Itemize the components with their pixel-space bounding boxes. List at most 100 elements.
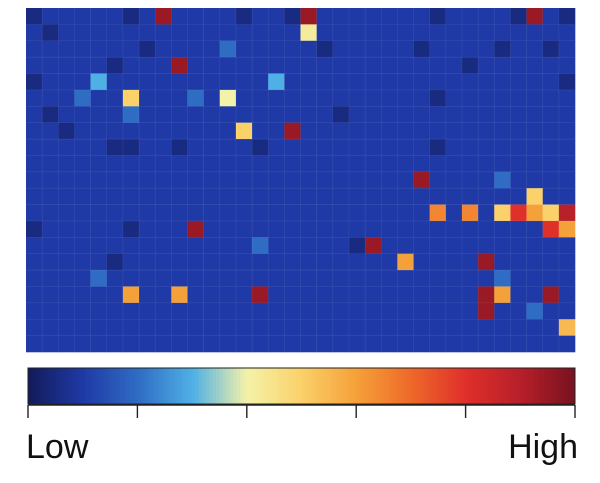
colorbar-segment (523, 368, 528, 404)
heatmap-cell (381, 220, 398, 238)
heatmap-cell (365, 253, 382, 271)
heatmap-cell (494, 139, 511, 156)
heatmap-cell (413, 188, 430, 205)
heatmap-cell (235, 220, 253, 238)
heatmap-cell (300, 122, 317, 140)
heatmap-cell (74, 139, 91, 156)
heatmap-cell (187, 8, 204, 25)
heatmap-cell (445, 139, 463, 156)
colorbar-segment (304, 368, 309, 404)
heatmap-cell (252, 40, 269, 58)
heatmap-cell (348, 57, 366, 74)
heatmap-cell (235, 270, 253, 287)
heatmap-cell (58, 188, 75, 205)
heatmap-cell (74, 253, 91, 271)
heatmap-cell (397, 253, 414, 271)
heatmap-cell (106, 335, 124, 353)
heatmap-cell (542, 188, 560, 205)
heatmap-cell (74, 204, 91, 222)
heatmap-cell (235, 139, 253, 156)
colorbar-segment (513, 368, 518, 404)
heatmap-cell (510, 89, 527, 107)
colorbar-segment (263, 368, 268, 404)
heatmap-cell (139, 57, 156, 74)
heatmap-cell (445, 270, 463, 287)
heatmap-cell (90, 270, 108, 287)
heatmap-cell (445, 155, 463, 173)
heatmap-cell (558, 319, 576, 336)
colorbar-segment (462, 368, 466, 404)
heatmap-cell (445, 302, 463, 320)
heatmap-cell (316, 73, 334, 91)
heatmap-cell (510, 253, 527, 271)
heatmap-cell (219, 286, 237, 304)
heatmap-cell (542, 286, 560, 304)
heatmap-cell (90, 122, 108, 140)
heatmap-cell (219, 171, 237, 189)
heatmap-cell (90, 188, 108, 205)
heatmap-cell (284, 24, 301, 42)
heatmap-cell (187, 204, 204, 222)
heatmap-cell (235, 155, 253, 173)
heatmap-cell (219, 57, 237, 74)
heatmap-cell (284, 57, 301, 74)
heatmap-cell (106, 270, 124, 287)
heatmap-cell (381, 155, 398, 173)
colorbar-segment (520, 368, 525, 404)
heatmap-cell (90, 319, 108, 336)
colorbar-segment (561, 368, 566, 404)
heatmap-cell (494, 8, 511, 25)
heatmap-cell (171, 171, 188, 189)
colorbar-segment (547, 368, 552, 404)
heatmap-cell (42, 24, 59, 42)
heatmap-cell (42, 57, 59, 74)
colorbar-segment (120, 368, 125, 404)
heatmap-cell (316, 270, 334, 287)
heatmap-cell (478, 155, 495, 173)
heatmap-cell (478, 286, 495, 304)
heatmap-cell (348, 139, 366, 156)
heatmap-cell (429, 220, 447, 238)
heatmap-cell (413, 122, 430, 140)
colorbar-segment (380, 368, 384, 404)
heatmap-cell (284, 8, 301, 25)
heatmap-cell (122, 270, 140, 287)
colorbar-segment (465, 368, 470, 404)
heatmap-cell (122, 286, 140, 304)
heatmap-cell (526, 73, 544, 91)
heatmap-cell (429, 40, 447, 58)
heatmap-cell (155, 204, 172, 222)
colorbar-segment (410, 368, 415, 404)
heatmap-cell (300, 106, 317, 123)
heatmap-cell (413, 89, 430, 107)
heatmap-cell (397, 155, 414, 173)
heatmap-cell (332, 302, 350, 320)
heatmap-cell (42, 204, 59, 222)
heatmap-cell (26, 8, 43, 25)
heatmap-cell (558, 270, 576, 287)
colorbar-segment (445, 368, 449, 404)
heatmap-cell (461, 270, 479, 287)
heatmap-cell (203, 40, 221, 58)
heatmap-cell (252, 171, 269, 189)
heatmap-cell (316, 8, 334, 25)
heatmap-cell (397, 40, 414, 58)
heatmap-cell (461, 188, 479, 205)
colorbar-segment (178, 368, 183, 404)
heatmap-cell (203, 253, 221, 271)
heatmap-cell (268, 155, 285, 173)
colorbar-segment (311, 368, 316, 404)
heatmap-cell (365, 270, 382, 287)
heatmap-cell (106, 24, 124, 42)
colorbar-segment (202, 368, 207, 404)
heatmap-cell (155, 73, 172, 91)
colorbar-segment (233, 368, 237, 404)
colorbar-segment (544, 368, 549, 404)
heatmap-cell (510, 40, 527, 58)
heatmap-cell (235, 73, 253, 91)
heatmap-cell (413, 270, 430, 287)
heatmap-cell (348, 73, 366, 91)
heatmap-cell (413, 139, 430, 156)
heatmap-cell (365, 188, 382, 205)
heatmap-cell (219, 204, 237, 222)
